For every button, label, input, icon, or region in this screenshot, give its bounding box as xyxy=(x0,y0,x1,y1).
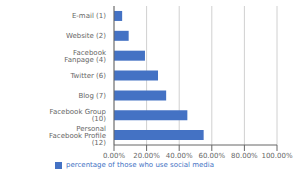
svg-text:FacebookFanpage (4): FacebookFanpage (4) xyxy=(64,49,107,64)
svg-text:20.00%: 20.00% xyxy=(133,152,160,160)
svg-text:Facebook Group(10): Facebook Group(10) xyxy=(50,108,107,123)
html-text:percentage of those who use so: percentage of those who use social media xyxy=(66,161,214,169)
svg-text:PersonalFacebook Profile(12): PersonalFacebook Profile(12) xyxy=(49,125,106,147)
svg-text:E-mail (1): E-mail (1) xyxy=(72,12,106,20)
svg-text:0.00%: 0.00% xyxy=(103,152,126,160)
svg-text:Blog (7): Blog (7) xyxy=(78,92,106,100)
svg-text:40.00%: 40.00% xyxy=(166,152,193,160)
svg-text:Website (2): Website (2) xyxy=(66,32,106,40)
svg-text:Twitter (6): Twitter (6) xyxy=(69,72,106,80)
svg-text:80.00%: 80.00% xyxy=(231,152,258,160)
svg-text:100.00%: 100.00% xyxy=(261,152,287,160)
svg-text:60.00%: 60.00% xyxy=(198,152,225,160)
